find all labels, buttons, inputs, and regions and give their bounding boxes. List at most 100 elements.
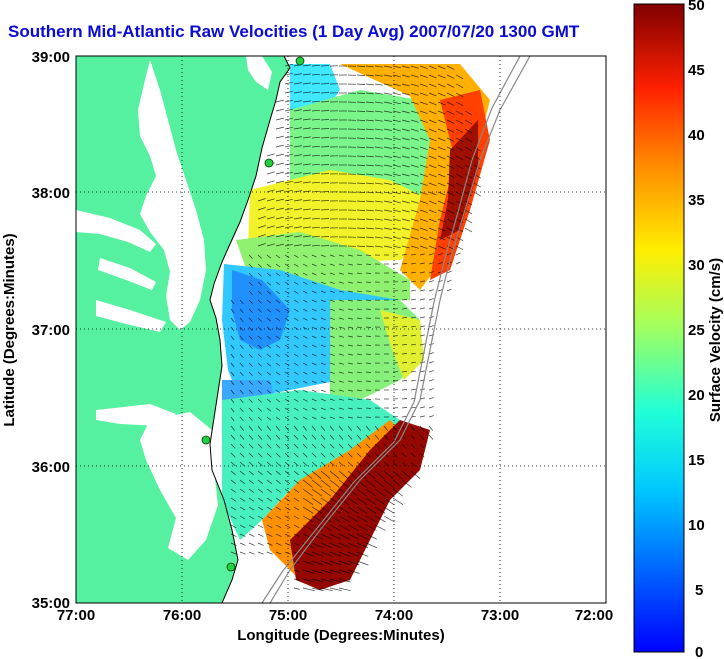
velocity-vector	[437, 92, 446, 97]
velocity-vector	[338, 416, 344, 419]
velocity-vector	[401, 281, 408, 283]
velocity-vector	[257, 542, 264, 546]
velocity-vector	[302, 109, 311, 112]
velocity-vector	[239, 416, 244, 422]
velocity-vector	[410, 253, 416, 256]
velocity-vector	[239, 551, 246, 555]
velocity-vector	[302, 154, 311, 157]
velocity-vector	[428, 137, 437, 142]
velocity-vector	[383, 497, 395, 505]
velocity-vector	[365, 290, 372, 292]
velocity-vector	[248, 407, 253, 412]
velocity-vector	[320, 101, 330, 103]
velocity-vector	[320, 551, 333, 557]
velocity-vector	[302, 497, 314, 505]
velocity-vector	[293, 461, 299, 467]
velocity-vector	[311, 407, 317, 411]
velocity-vector	[320, 569, 333, 574]
velocity-vector	[356, 218, 366, 220]
velocity-vector	[284, 353, 290, 358]
velocity-vector	[293, 226, 302, 229]
velocity-vector	[275, 135, 284, 139]
velocity-vector	[383, 182, 392, 185]
velocity-vector	[320, 443, 326, 449]
velocity-vector	[338, 407, 344, 410]
velocity-vector	[284, 416, 290, 421]
green-dot-icon	[295, 56, 305, 66]
velocity-vector	[365, 407, 372, 409]
velocity-vector	[284, 497, 291, 502]
velocity-vector	[311, 91, 321, 94]
velocity-vector	[401, 326, 408, 328]
bathymetry-contour	[269, 56, 531, 603]
velocity-vector	[284, 90, 293, 94]
colorbar-label: Surface Velocity (cm/s)	[707, 258, 724, 422]
velocity-vector	[338, 344, 344, 347]
velocity-vector	[410, 74, 419, 78]
velocity-vector	[338, 515, 350, 523]
velocity-vector	[356, 245, 366, 247]
velocity-vector	[230, 299, 235, 305]
velocity-vector	[338, 299, 344, 302]
velocity-vector	[392, 461, 398, 467]
velocity-vector	[266, 344, 272, 349]
velocity-vector	[446, 83, 455, 88]
velocity-vector	[383, 137, 392, 140]
velocity-vector	[293, 127, 302, 130]
velocity-vector	[257, 290, 262, 295]
velocity-vector	[239, 344, 244, 350]
velocity-vector	[419, 191, 428, 195]
velocity-vector	[419, 218, 428, 222]
velocity-vector	[338, 488, 349, 497]
velocity-vector	[356, 200, 366, 202]
velocity-vector	[437, 110, 446, 115]
velocity-vector	[257, 461, 263, 467]
velocity-vector	[401, 389, 408, 391]
velocity-vector	[374, 146, 383, 149]
velocity-vector	[365, 74, 374, 77]
velocity-vector	[284, 153, 293, 157]
velocity-vector	[257, 506, 264, 511]
velocity-vector	[401, 290, 408, 292]
y-tick-label: 38:00	[32, 185, 70, 202]
velocity-vector	[401, 317, 408, 319]
velocity-vector	[257, 407, 262, 412]
velocity-vector	[275, 198, 284, 202]
velocity-vector	[374, 470, 385, 479]
velocity-vector	[410, 236, 419, 240]
velocity-vector	[446, 288, 452, 292]
velocity-vector	[410, 461, 416, 467]
velocity-vector	[338, 272, 344, 275]
velocity-vector	[293, 515, 300, 520]
velocity-vector	[383, 452, 389, 458]
velocity-vector	[320, 533, 332, 540]
velocity-vector	[284, 99, 293, 103]
velocity-vector	[284, 434, 290, 440]
velocity-vector	[347, 524, 359, 531]
velocity-vector	[257, 479, 263, 484]
velocity-vector	[311, 272, 317, 276]
velocity-vector	[248, 479, 254, 484]
velocity-vector	[266, 398, 272, 403]
velocity-vector	[320, 164, 330, 166]
velocity-vector	[257, 380, 262, 385]
velocity-vector	[464, 128, 473, 134]
velocity-vector	[365, 398, 372, 400]
velocity-vector	[284, 398, 290, 403]
velocity-vector	[419, 164, 428, 168]
velocity-vector	[320, 560, 333, 566]
velocity-vector	[302, 470, 313, 479]
velocity-vector	[401, 443, 407, 449]
velocity-vector	[239, 479, 245, 484]
velocity-vector	[428, 119, 437, 124]
velocity-vector	[329, 569, 342, 574]
velocity-vector	[329, 533, 341, 540]
velocity-vector	[374, 92, 383, 95]
york-james-river	[96, 300, 166, 332]
velocity-vector	[311, 434, 317, 440]
velocity-vector	[392, 128, 401, 132]
velocity-vector	[428, 164, 437, 169]
velocity-vector	[266, 308, 272, 313]
x-tick-label: 72:00	[575, 607, 613, 624]
velocity-vector	[239, 362, 244, 368]
